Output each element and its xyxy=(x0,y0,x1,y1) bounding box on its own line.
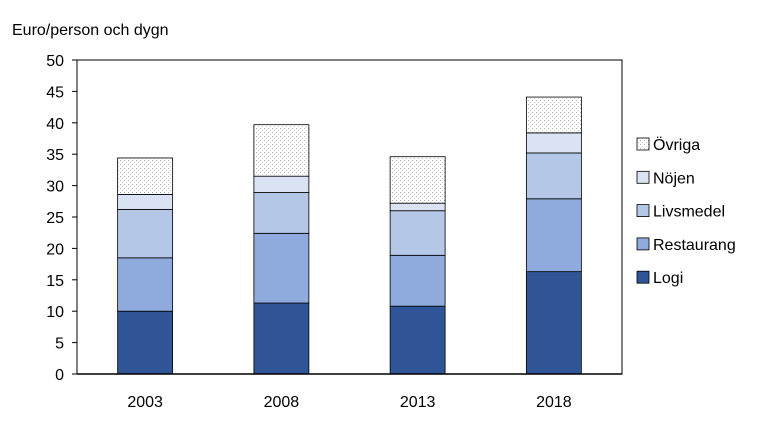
bar-segment--vriga-2003 xyxy=(117,157,174,195)
legend-label: Nöjen xyxy=(653,170,695,187)
x-tick-label: 2013 xyxy=(400,394,436,411)
legend-swatch-logi xyxy=(636,270,650,284)
bar-segment-livsmedel-2003 xyxy=(117,209,174,259)
x-tick-label: 2018 xyxy=(536,394,572,411)
bar-segment-livsmedel-2013 xyxy=(389,210,446,256)
bar-segment-restaurang-2008 xyxy=(253,232,310,304)
bar-segment-logi-2018 xyxy=(525,271,582,375)
bar-segment-n-jen-2018 xyxy=(525,132,582,154)
bar-segment--vriga-2013 xyxy=(389,156,446,204)
y-tick-label: 25 xyxy=(46,210,64,227)
legend-label: Livsmedel xyxy=(653,204,725,221)
y-tick-label: 10 xyxy=(46,304,64,321)
bar-segment--vriga-2008 xyxy=(253,124,310,177)
bar-segment-n-jen-2008 xyxy=(253,175,310,193)
legend-label: Övriga xyxy=(653,136,700,154)
bar-segment-logi-2008 xyxy=(253,302,310,375)
y-tick-label: 15 xyxy=(46,273,64,290)
bar-segment-livsmedel-2008 xyxy=(253,192,310,234)
y-tick-label: 50 xyxy=(46,53,64,70)
bar-segment-n-jen-2013 xyxy=(389,202,446,212)
legend-swatch-n-jen xyxy=(636,170,650,184)
bar-segment-restaurang-2003 xyxy=(117,257,174,312)
y-tick-label: 30 xyxy=(46,179,64,196)
x-axis: 2003 2008 2013 2018 xyxy=(77,373,622,411)
legend-swatch--vriga xyxy=(636,137,650,151)
bar-segment-logi-2003 xyxy=(117,310,174,375)
legend-label: Logi xyxy=(653,270,683,287)
y-axis-label: Euro/person och dygn xyxy=(12,22,169,39)
legend-swatch-livsmedel xyxy=(636,204,650,218)
bar-segment-restaurang-2018 xyxy=(525,198,582,273)
y-axis: 0 5 10 15 20 25 30 35 40 45 50 xyxy=(46,53,77,384)
x-tick-label: 2003 xyxy=(127,394,163,411)
bar-segment-restaurang-2013 xyxy=(389,254,446,307)
y-tick-label: 35 xyxy=(46,147,64,164)
legend: Övriga Nöjen Livsmedel Restaurang Logi xyxy=(636,136,736,287)
legend-swatch-restaurang xyxy=(636,237,650,251)
y-tick-label: 45 xyxy=(46,84,64,101)
bar-segment-n-jen-2003 xyxy=(117,193,174,210)
bar-segment--vriga-2018 xyxy=(525,96,582,134)
y-tick-label: 5 xyxy=(55,336,64,353)
bar-group xyxy=(117,96,582,375)
bar-segment-logi-2013 xyxy=(389,305,446,375)
y-tick-label: 40 xyxy=(46,116,64,133)
x-tick-label: 2008 xyxy=(264,394,300,411)
y-tick-label: 20 xyxy=(46,241,64,258)
y-tick-label: 0 xyxy=(55,367,64,384)
bar-segment-livsmedel-2018 xyxy=(525,152,582,200)
legend-label: Restaurang xyxy=(653,237,736,254)
